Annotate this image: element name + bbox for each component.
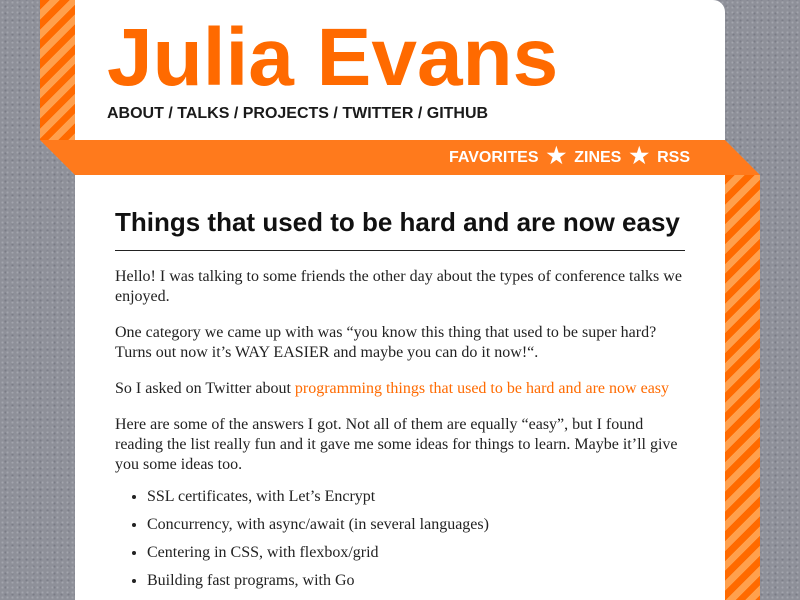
nav-projects-link[interactable]: PROJECTS <box>242 105 329 122</box>
site-title[interactable]: Julia Evans <box>107 12 559 103</box>
star-icon: ★ <box>629 142 650 168</box>
main-content: Things that used to be hard and are now … <box>75 175 725 600</box>
nav-github-link[interactable]: GITHUB <box>426 105 489 122</box>
twitter-thread-link[interactable]: programming things that used to be hard … <box>294 380 670 397</box>
header: Julia Evans ABOUT / TALKS / PROJECTS / T… <box>75 0 725 140</box>
ribbon-banner <box>40 140 760 175</box>
top-nav: ABOUT / TALKS / PROJECTS / TWITTER / GIT… <box>107 104 488 124</box>
answers-intro-paragraph: Here are some of the answers I got. Not … <box>115 416 678 473</box>
nav-twitter-link[interactable]: TWITTER <box>342 105 414 122</box>
left-decorative-stripe <box>40 0 75 140</box>
intro-paragraph: Hello! I was talking to some friends the… <box>115 268 682 305</box>
ribbon-nav: FAVORITES ★ ZINES ★ RSS <box>449 140 690 175</box>
right-decorative-stripe <box>725 175 760 600</box>
nav-rss-link[interactable]: RSS <box>657 148 690 166</box>
nav-separator: / <box>333 105 343 122</box>
answers-list: SSL certificates, with Let’s Encrypt Con… <box>115 487 685 591</box>
nav-about-link[interactable]: ABOUT <box>107 105 164 122</box>
list-item: Centering in CSS, with flexbox/grid <box>147 543 685 563</box>
nav-zines-link[interactable]: ZINES <box>574 148 622 166</box>
list-item: Concurrency, with async/await (in severa… <box>147 515 685 535</box>
twitter-paragraph: So I asked on Twitter about programming … <box>115 379 685 399</box>
nav-separator: / <box>168 105 178 122</box>
post-title: Things that used to be hard and are now … <box>115 207 680 237</box>
title-divider <box>115 250 685 251</box>
list-item: SSL certificates, with Let’s Encrypt <box>147 487 685 507</box>
list-item: Building fast programs, with Go <box>147 571 685 591</box>
star-icon: ★ <box>546 142 567 168</box>
nav-separator: / <box>417 105 427 122</box>
article: Things that used to be hard and are now … <box>115 175 685 599</box>
nav-favorites-link[interactable]: FAVORITES <box>449 148 539 166</box>
nav-talks-link[interactable]: TALKS <box>177 105 230 122</box>
category-paragraph: One category we came up with was “you kn… <box>115 324 657 361</box>
nav-separator: / <box>233 105 243 122</box>
twitter-paragraph-text: So I asked on Twitter about <box>115 380 295 397</box>
